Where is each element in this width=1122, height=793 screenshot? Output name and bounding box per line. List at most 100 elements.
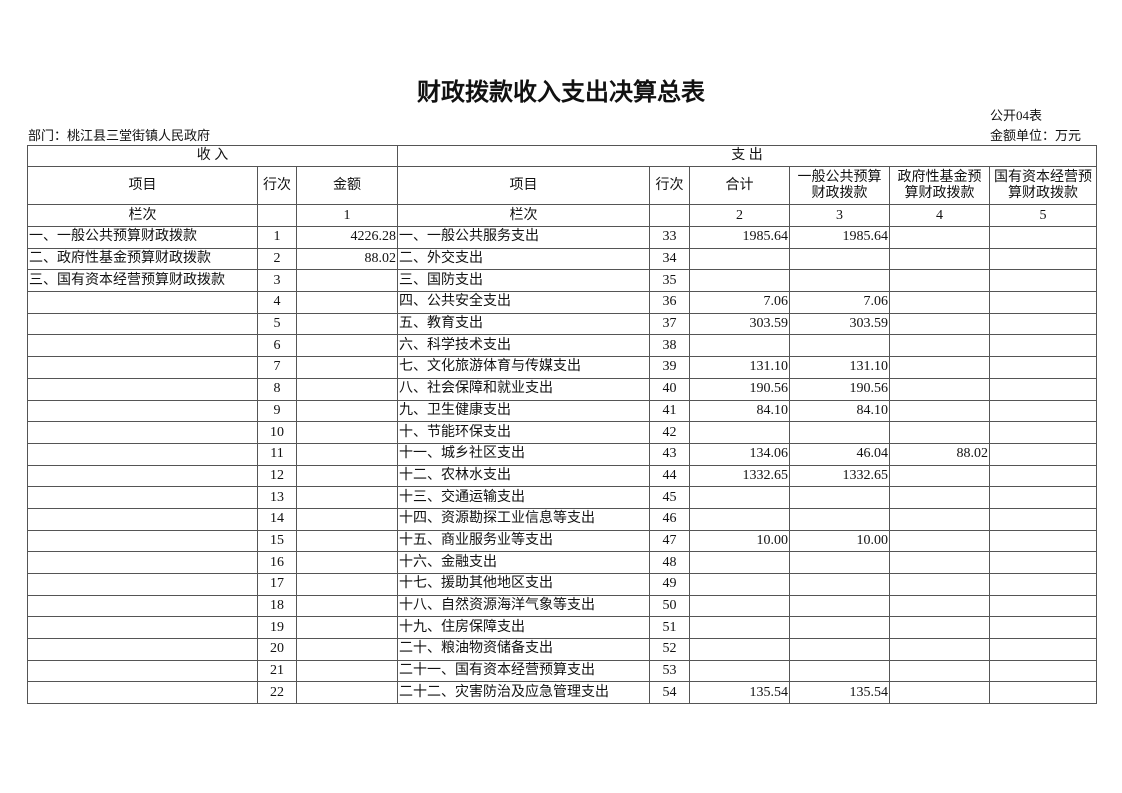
form-number: 公开04表 [990, 108, 1043, 123]
data-row: 13 十三、交通运输支出 45 [27, 486, 1097, 509]
cell: 二十一、国有资本经营预算支出 [397, 659, 650, 683]
cell: 88.02 [296, 247, 398, 271]
cell [989, 334, 1097, 358]
cell: 48 [649, 551, 690, 574]
cell: 1332.65 [689, 464, 790, 488]
column-header-line: 算财政拨款 [904, 185, 975, 201]
cell [989, 464, 1097, 488]
cell [789, 659, 890, 683]
cell [889, 529, 990, 553]
cell [989, 226, 1097, 249]
data-row: 4 四、公共安全支出 36 7.06 7.06 [27, 291, 1097, 314]
data-row: 6 六、科学技术支出 38 [27, 334, 1097, 358]
cell [789, 247, 890, 271]
data-row: 19 十九、住房保障支出 51 [27, 616, 1097, 640]
cell [889, 507, 990, 531]
cell: 12 [257, 464, 297, 488]
index-cell: 5 [989, 204, 1097, 227]
cell: 49 [649, 573, 690, 596]
cell: 303.59 [789, 312, 890, 336]
data-row: 16 十六、金融支出 48 [27, 551, 1097, 574]
data-row: 12 十二、农林水支出 44 1332.65 1332.65 [27, 464, 1097, 488]
cell [27, 442, 258, 466]
cell: 36 [649, 291, 690, 314]
index-row: 栏次 1 栏次 2 3 4 5 [27, 204, 1097, 227]
cell: 7.06 [789, 291, 890, 314]
cell: 50 [649, 594, 690, 618]
cell: 19 [257, 616, 297, 640]
cell: 14 [257, 507, 297, 531]
cell: 十一、城乡社区支出 [397, 442, 650, 466]
cell: 51 [649, 616, 690, 640]
data-row: 5 五、教育支出 37 303.59 303.59 [27, 312, 1097, 336]
table-body: 收 入支 出项目 行次 金额 项目 行次 合计 一般公共预算 财政拨款 政府性基金预 算财政拨款国… [27, 145, 1097, 705]
cell: 54 [649, 681, 690, 705]
cell [689, 247, 790, 271]
cell [296, 421, 398, 444]
cell [989, 681, 1097, 705]
index-cell: 3 [789, 204, 890, 227]
cell [989, 486, 1097, 509]
cell: 11 [257, 442, 297, 466]
cell [296, 573, 398, 596]
column-header: 行次 [649, 166, 690, 205]
data-row: 18 十八、自然资源海洋气象等支出 50 [27, 594, 1097, 618]
cell [27, 529, 258, 553]
cell [27, 464, 258, 488]
cell: 十八、自然资源海洋气象等支出 [397, 594, 650, 618]
cell: 九、卫生健康支出 [397, 399, 650, 423]
cell [989, 377, 1097, 401]
cell: 84.10 [689, 399, 790, 423]
cell [989, 594, 1097, 618]
cell [296, 312, 398, 336]
cell [989, 507, 1097, 531]
cell [27, 486, 258, 509]
cell: 一、一般公共预算财政拨款 [27, 226, 258, 249]
cell [27, 507, 258, 531]
cell [889, 356, 990, 379]
data-row: 二、政府性基金预算财政拨款 2 88.02 二、外交支出 34 [27, 247, 1097, 271]
group-header: 收 入 [27, 145, 398, 167]
cell: 45 [649, 486, 690, 509]
cell [27, 616, 258, 640]
cell [689, 507, 790, 531]
cell [689, 573, 790, 596]
cell: 43 [649, 442, 690, 466]
cell [296, 356, 398, 379]
cell: 10 [257, 421, 297, 444]
cell [689, 551, 790, 574]
cell: 二十、粮油物资储备支出 [397, 638, 650, 661]
cell: 33 [649, 226, 690, 249]
index-cell: 栏次 [27, 204, 258, 227]
cell: 15 [257, 529, 297, 553]
cell [989, 421, 1097, 444]
cell [789, 334, 890, 358]
column-header: 行次 [257, 166, 297, 205]
cell [789, 616, 890, 640]
cell [989, 638, 1097, 661]
cell [27, 291, 258, 314]
summary-table: 收 入支 出项目 行次 金额 项目 行次 合计 一般公共预算 财政拨款 政府性基金预 算财政拨款国… [27, 145, 1097, 705]
cell: 46.04 [789, 442, 890, 466]
cell [889, 377, 990, 401]
cell [296, 486, 398, 509]
cell: 2 [257, 247, 297, 271]
cell: 46 [649, 507, 690, 531]
cell [296, 551, 398, 574]
cell: 13 [257, 486, 297, 509]
cell: 五、教育支出 [397, 312, 650, 336]
cell: 8 [257, 377, 297, 401]
cell [989, 312, 1097, 336]
cell [989, 616, 1097, 640]
cell: 39 [649, 356, 690, 379]
cell [689, 421, 790, 444]
cell: 38 [649, 334, 690, 358]
cell [27, 573, 258, 596]
cell [889, 226, 990, 249]
cell [889, 659, 990, 683]
cell: 135.54 [689, 681, 790, 705]
column-header-line: 政府性基金预 [897, 169, 982, 185]
cell: 十九、住房保障支出 [397, 616, 650, 640]
cell [889, 291, 990, 314]
cell [689, 638, 790, 661]
